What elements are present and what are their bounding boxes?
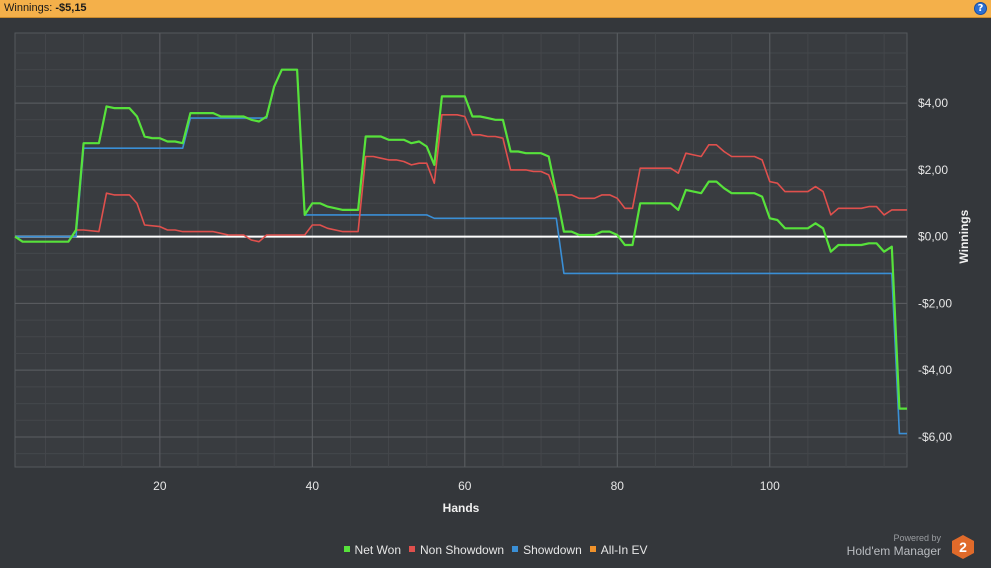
brand-name: Hold'em Manager (846, 544, 941, 558)
x-tick-label: 80 (611, 479, 625, 493)
legend-swatch (409, 546, 415, 552)
powered-by-brand: Powered by Hold'em Manager 2 (835, 532, 975, 560)
header-title-value: -$5,15 (55, 2, 87, 14)
header-title-label: Winnings: (4, 2, 53, 14)
logo-text: 2 (959, 539, 967, 555)
winnings-graph: 20 40 60 80 100 $4,00 $2,00 $0,00 -$2,00 -$4,00 -$… (0, 18, 991, 563)
legend-item-non-showdown[interactable]: Non Showdown (409, 543, 504, 557)
x-tick-label: 40 (306, 479, 320, 493)
chart-legend: Net Won Non Showdown Showdown All-In EV (0, 543, 991, 557)
y-tick-label: -$2,00 (918, 296, 952, 310)
hem2-logo-icon: 2 (952, 535, 974, 559)
chart-svg: 20 40 60 80 100 $4,00 $2,00 $0,00 -$2,00 -$4,00 -$… (14, 32, 971, 515)
x-tick-label: 60 (458, 479, 472, 493)
legend-item-showdown[interactable]: Showdown (512, 543, 582, 557)
y-tick-label: -$4,00 (918, 363, 952, 377)
y-tick-label: -$6,00 (918, 430, 952, 444)
series-line-non-showdown (14, 114, 907, 243)
legend-swatch (512, 546, 519, 552)
winnings-header: Winnings: -$5,15 ? (0, 0, 991, 18)
x-axis-title: Hands (443, 501, 480, 515)
legend-label: Net Won (354, 543, 401, 557)
header-title: Winnings: -$5,15 (4, 2, 87, 14)
legend-label: All-In EV (600, 543, 648, 557)
legend-label: Showdown (523, 543, 582, 557)
plot-area (14, 32, 908, 468)
legend-swatch (343, 546, 350, 552)
powered-by-text: Powered by (893, 533, 941, 543)
y-tick-label: $4,00 (918, 96, 948, 110)
y-tick-label: $2,00 (918, 163, 948, 177)
legend-item-all-in-ev[interactable]: All-In EV (589, 543, 648, 557)
y-axis-title: Winnings (957, 209, 971, 263)
legend-swatch (589, 546, 596, 552)
x-tick-label: 20 (153, 479, 167, 493)
help-icon[interactable]: ? (974, 2, 987, 15)
y-tick-label: $0,00 (918, 230, 948, 244)
legend-item-net-won[interactable]: Net Won (343, 543, 401, 557)
x-tick-label: 100 (760, 479, 780, 493)
legend-label: Non Showdown (420, 543, 505, 557)
series-line-net-won (14, 68, 907, 410)
